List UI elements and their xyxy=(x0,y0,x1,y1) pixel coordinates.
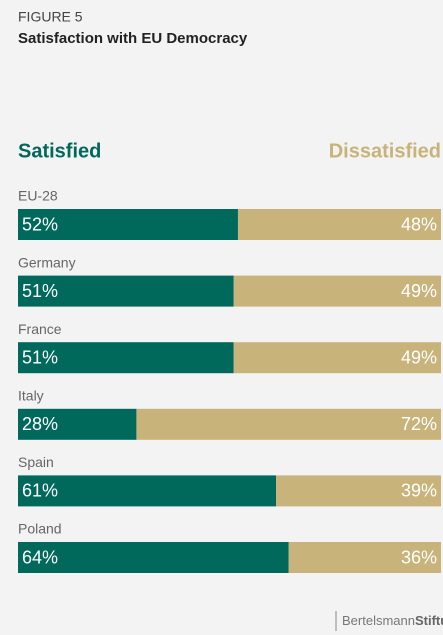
bar-segment xyxy=(18,275,234,307)
bar-segment xyxy=(276,475,441,507)
value-label: 49% xyxy=(401,281,437,301)
bar-segment xyxy=(18,408,137,440)
bar-segment xyxy=(233,342,441,374)
logo-part: Stiftung xyxy=(415,613,443,628)
category-label: France xyxy=(18,321,62,337)
value-label: 36% xyxy=(401,547,437,567)
bar-segment xyxy=(288,542,441,573)
value-label: 48% xyxy=(401,214,437,234)
value-label: 52% xyxy=(22,214,58,234)
logo: BertelsmannStiftung xyxy=(342,613,443,628)
category-label: EU-28 xyxy=(18,188,58,204)
value-label: 49% xyxy=(401,347,437,367)
logo-part: Bertelsmann xyxy=(342,613,415,628)
category-label: Spain xyxy=(18,454,54,470)
value-label: 51% xyxy=(22,281,58,301)
value-label: 64% xyxy=(22,547,58,567)
value-label: 61% xyxy=(22,481,58,501)
category-label: Italy xyxy=(18,388,44,404)
legend-entry: Satisfied xyxy=(18,140,101,162)
category-label: Poland xyxy=(18,521,62,537)
value-label: 72% xyxy=(401,414,437,434)
bar-segment xyxy=(18,209,238,240)
bar-segment xyxy=(233,275,441,307)
value-label: 28% xyxy=(22,414,58,434)
bar-segment xyxy=(18,542,289,573)
legend-entry: Dissatisfied xyxy=(329,140,441,162)
value-label: 39% xyxy=(401,481,437,501)
bar-segment xyxy=(18,475,277,507)
bar-segment xyxy=(237,209,441,240)
bar-segment xyxy=(18,342,234,374)
bar-segment xyxy=(136,408,441,440)
category-label: Germany xyxy=(18,254,76,270)
chart-title: FIGURE 5 xyxy=(18,9,83,25)
value-label: 51% xyxy=(22,347,58,367)
chart-subtitle: Satisfaction with EU Democracy xyxy=(18,30,248,47)
